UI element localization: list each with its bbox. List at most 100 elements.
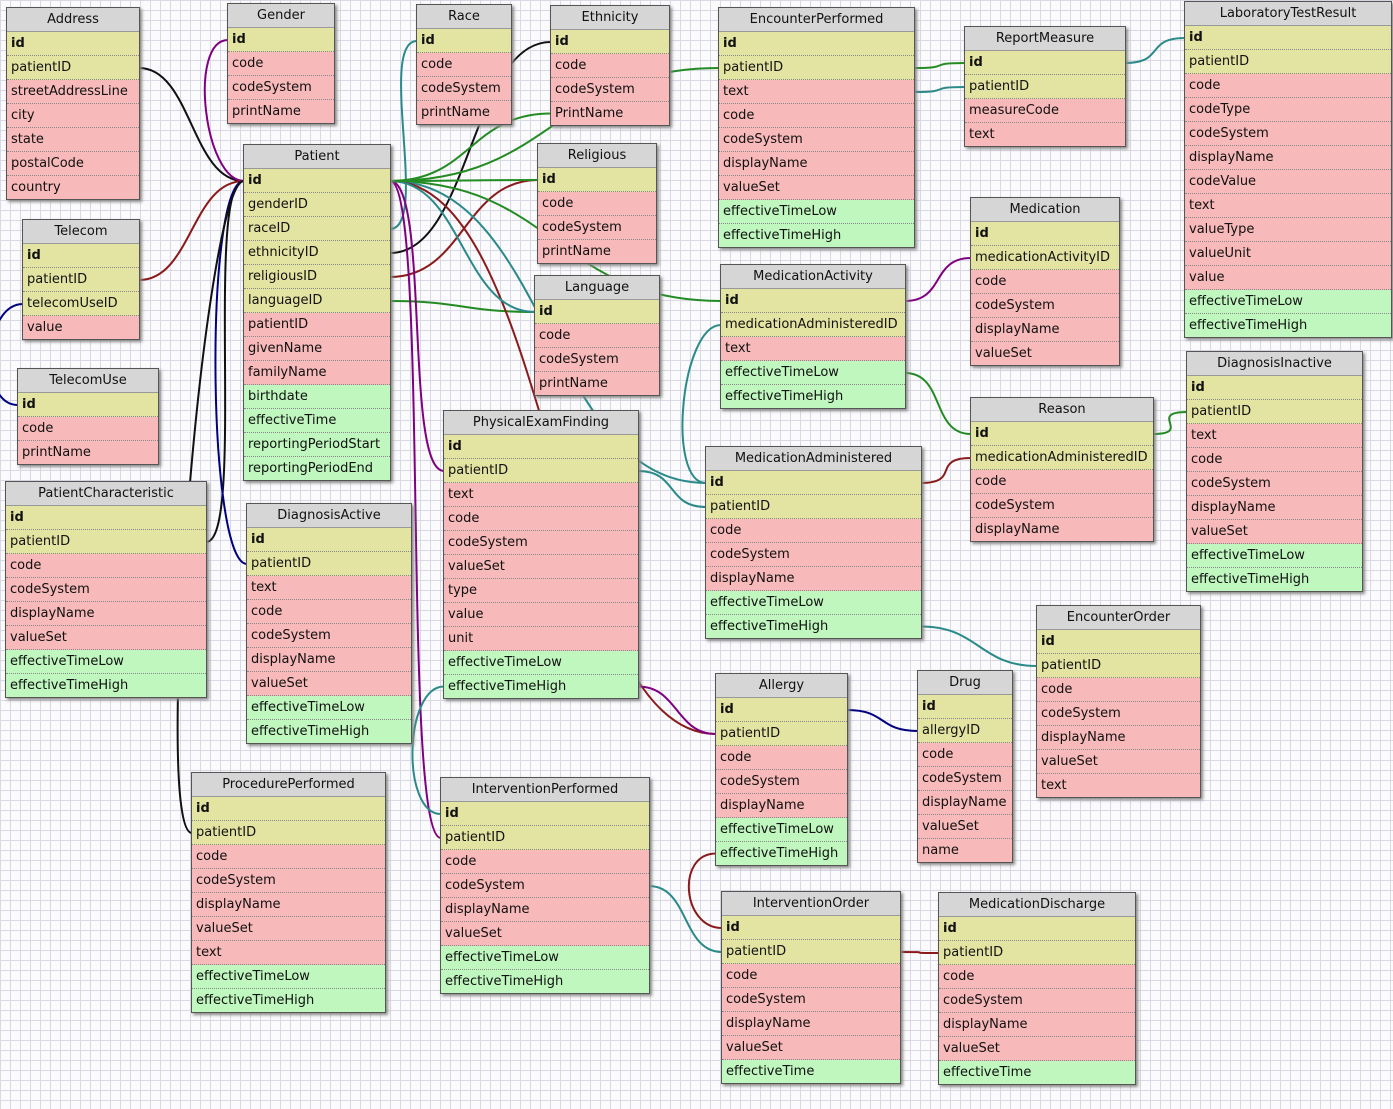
table-title[interactable]: TelecomUse bbox=[18, 369, 158, 393]
table-drug[interactable]: Drug id allergyID code codeSystem displayName… bbox=[917, 670, 1013, 863]
field-row[interactable]: code bbox=[535, 324, 659, 348]
field-row[interactable]: id bbox=[23, 244, 139, 268]
field-row[interactable]: codeSystem bbox=[192, 869, 385, 893]
field-row[interactable]: code bbox=[417, 53, 511, 77]
field-row[interactable]: id bbox=[244, 169, 390, 193]
field-row[interactable]: id bbox=[716, 698, 847, 722]
field-row[interactable]: code bbox=[706, 519, 921, 543]
field-row[interactable]: patientID bbox=[1187, 400, 1362, 424]
table-title[interactable]: Race bbox=[417, 5, 511, 29]
table-title[interactable]: PatientCharacteristic bbox=[6, 482, 206, 506]
field-row[interactable]: valueSet bbox=[1187, 520, 1362, 544]
field-row[interactable]: codeValue bbox=[1185, 170, 1391, 194]
field-row[interactable]: displayName bbox=[971, 318, 1119, 342]
table-laboratory-test-result[interactable]: LaboratoryTestResult id patientID code codeT… bbox=[1184, 1, 1392, 338]
field-row[interactable]: religiousID bbox=[244, 265, 390, 289]
field-row[interactable]: value bbox=[1185, 266, 1391, 290]
field-row[interactable]: ethnicityID bbox=[244, 241, 390, 265]
table-allergy[interactable]: Allergy id patientID code codeSystem displayN… bbox=[715, 673, 848, 866]
field-row[interactable]: codeSystem bbox=[535, 348, 659, 372]
field-row[interactable]: code bbox=[6, 554, 206, 578]
field-row[interactable]: code bbox=[971, 470, 1153, 494]
field-row[interactable]: patientID bbox=[6, 530, 206, 554]
field-row[interactable]: printName bbox=[535, 372, 659, 395]
field-row[interactable]: code bbox=[192, 845, 385, 869]
table-medication-activity[interactable]: MedicationActivity id medicationAdminister… bbox=[720, 264, 906, 409]
field-row[interactable]: effectiveTimeLow bbox=[721, 361, 905, 385]
field-row[interactable]: id bbox=[1037, 630, 1200, 654]
field-row[interactable]: text bbox=[965, 123, 1125, 146]
table-race[interactable]: Race id code codeSystem printName bbox=[416, 4, 512, 125]
field-row[interactable]: codeSystem bbox=[719, 128, 914, 152]
table-encounter-performed[interactable]: EncounterPerformed id patientID text code cod… bbox=[718, 7, 915, 248]
field-row[interactable]: type bbox=[444, 579, 638, 603]
field-row[interactable]: displayName bbox=[918, 791, 1012, 815]
field-row[interactable]: id bbox=[6, 506, 206, 530]
table-language[interactable]: Language id code codeSystem printName bbox=[534, 275, 660, 396]
field-row[interactable]: codeSystem bbox=[706, 543, 921, 567]
field-row[interactable]: code bbox=[716, 746, 847, 770]
field-row[interactable]: familyName bbox=[244, 361, 390, 385]
table-gender[interactable]: Gender id code codeSystem printName bbox=[227, 3, 335, 124]
field-row[interactable]: city bbox=[7, 104, 139, 128]
field-row[interactable]: codeSystem bbox=[441, 874, 649, 898]
table-title[interactable]: EncounterOrder bbox=[1037, 606, 1200, 630]
table-title[interactable]: DiagnosisActive bbox=[247, 504, 411, 528]
field-row[interactable]: effectiveTimeHigh bbox=[706, 615, 921, 638]
field-row[interactable]: effectiveTimeHigh bbox=[716, 842, 847, 865]
table-title[interactable]: Language bbox=[535, 276, 659, 300]
table-title[interactable]: Medication bbox=[971, 198, 1119, 222]
field-row[interactable]: valueSet bbox=[918, 815, 1012, 839]
field-row[interactable]: id bbox=[971, 222, 1119, 246]
table-medication[interactable]: Medication id medicationActivityID code code… bbox=[970, 197, 1120, 366]
field-row[interactable]: codeSystem bbox=[1187, 472, 1362, 496]
field-row[interactable]: codeSystem bbox=[444, 531, 638, 555]
field-row[interactable]: effectiveTimeHigh bbox=[441, 970, 649, 993]
field-row[interactable]: code bbox=[441, 850, 649, 874]
field-row[interactable]: text bbox=[192, 941, 385, 965]
field-row[interactable]: displayName bbox=[1185, 146, 1391, 170]
field-row[interactable]: valueSet bbox=[441, 922, 649, 946]
field-row[interactable]: valueSet bbox=[971, 342, 1119, 365]
table-medication-administered[interactable]: MedicationAdministered id patientID code cod… bbox=[705, 446, 922, 639]
field-row[interactable]: id bbox=[7, 32, 139, 56]
field-row[interactable]: codeType bbox=[1185, 98, 1391, 122]
field-row[interactable]: id bbox=[441, 802, 649, 826]
field-row[interactable]: codeSystem bbox=[939, 989, 1135, 1013]
field-row[interactable]: effectiveTimeLow bbox=[441, 946, 649, 970]
table-religious[interactable]: Religious id code codeSystem printName bbox=[537, 143, 657, 264]
field-row[interactable]: id bbox=[965, 51, 1125, 75]
field-row[interactable]: id bbox=[535, 300, 659, 324]
field-row[interactable]: printName bbox=[228, 100, 334, 123]
field-row[interactable]: patientID bbox=[719, 56, 914, 80]
field-row[interactable]: valueSet bbox=[247, 672, 411, 696]
field-row[interactable]: id bbox=[722, 916, 900, 940]
field-row[interactable]: printName bbox=[417, 101, 511, 124]
field-row[interactable]: effectiveTimeHigh bbox=[192, 989, 385, 1012]
field-row[interactable]: allergyID bbox=[918, 719, 1012, 743]
field-row[interactable]: text bbox=[1037, 774, 1200, 797]
field-row[interactable]: patientID bbox=[192, 821, 385, 845]
field-row[interactable]: text bbox=[1187, 424, 1362, 448]
table-title[interactable]: Ethnicity bbox=[551, 6, 669, 30]
field-row[interactable]: displayName bbox=[441, 898, 649, 922]
field-row[interactable]: id bbox=[192, 797, 385, 821]
table-telecom-use[interactable]: TelecomUse id code printName bbox=[17, 368, 159, 465]
field-row[interactable]: code bbox=[971, 270, 1119, 294]
table-diagnosis-inactive[interactable]: DiagnosisInactive id patientID text code code… bbox=[1186, 351, 1363, 592]
field-row[interactable]: id bbox=[417, 29, 511, 53]
table-title[interactable]: InterventionOrder bbox=[722, 892, 900, 916]
field-row[interactable]: displayName bbox=[716, 794, 847, 818]
field-row[interactable]: id bbox=[971, 422, 1153, 446]
field-row[interactable]: displayName bbox=[192, 893, 385, 917]
field-row[interactable]: displayName bbox=[1037, 726, 1200, 750]
field-row[interactable]: valueSet bbox=[6, 626, 206, 650]
field-row[interactable]: effectiveTime bbox=[939, 1061, 1135, 1084]
table-title[interactable]: DiagnosisInactive bbox=[1187, 352, 1362, 376]
field-row[interactable]: id bbox=[228, 28, 334, 52]
field-row[interactable]: code bbox=[444, 507, 638, 531]
field-row[interactable]: patientID bbox=[7, 56, 139, 80]
table-telecom[interactable]: Telecom id patientID telecomUseID value bbox=[22, 219, 140, 340]
table-title[interactable]: Gender bbox=[228, 4, 334, 28]
field-row[interactable]: effectiveTimeLow bbox=[716, 818, 847, 842]
